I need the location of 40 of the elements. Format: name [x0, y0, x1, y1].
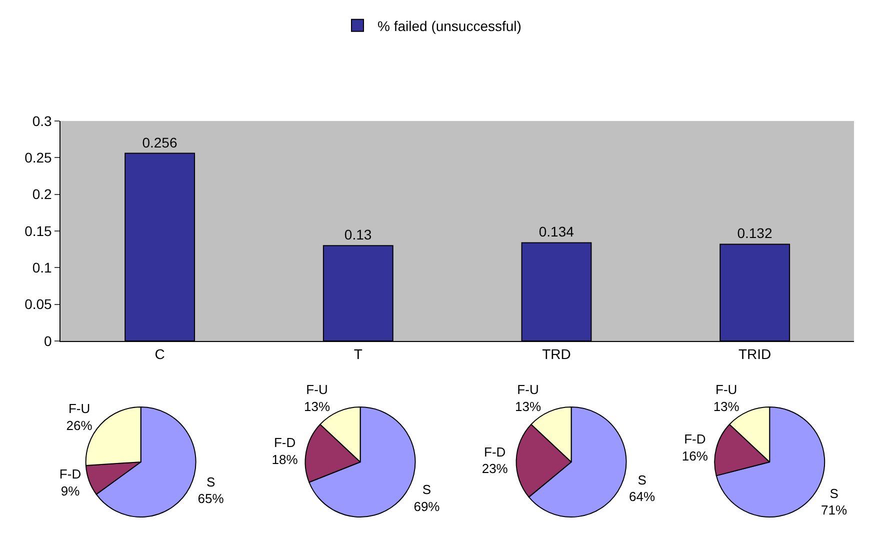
data-label: 16% — [682, 448, 708, 464]
slice-label: S — [638, 472, 647, 488]
y-tick-label: 0.05 — [24, 296, 52, 312]
slice-label: S — [422, 482, 432, 498]
data-label: 0.13 — [344, 226, 372, 243]
data-label: 0.134 — [538, 224, 574, 240]
x-tick-label: C — [154, 346, 165, 362]
slice-label: S — [830, 486, 839, 501]
y-tick-label: 0.25 — [24, 150, 52, 166]
data-label: 69% — [414, 498, 440, 514]
slice-label: F-D — [59, 466, 82, 482]
y-tick-label: 0.1 — [32, 260, 52, 276]
data-label: 71% — [821, 502, 848, 518]
slice-label: S — [206, 474, 216, 490]
legend-label: % failed (unsuccessful) — [378, 18, 522, 34]
x-tick-label: TRID — [738, 346, 772, 362]
data-label: 13% — [514, 399, 542, 414]
data-label: 18% — [272, 452, 298, 468]
y-tick-label: 0.15 — [24, 222, 52, 239]
slice-label: F-D — [484, 444, 506, 460]
data-label: 9% — [60, 483, 80, 498]
slice-label: F-D — [684, 431, 706, 446]
slice-label: F-U — [517, 382, 539, 398]
x-tick-label: T — [354, 346, 363, 362]
slice-label: F-U — [716, 382, 738, 398]
data-label: 64% — [629, 489, 656, 504]
y-tick-label: 0.2 — [32, 186, 52, 202]
data-label: 65% — [198, 491, 224, 506]
x-tick-label: TRD — [542, 346, 571, 362]
slice-label: F-D — [274, 435, 296, 450]
data-label: 26% — [66, 418, 93, 433]
slice-label: F-U — [306, 382, 328, 398]
data-label: 13% — [304, 399, 330, 414]
y-tick-label: 0 — [44, 332, 52, 349]
data-label: 0.132 — [737, 225, 772, 242]
data-label: 13% — [713, 399, 740, 414]
data-label: 0.256 — [142, 134, 178, 150]
y-tick-label: 0.3 — [32, 112, 52, 129]
data-label: 23% — [482, 461, 508, 476]
slice-label: F-U — [68, 400, 90, 416]
